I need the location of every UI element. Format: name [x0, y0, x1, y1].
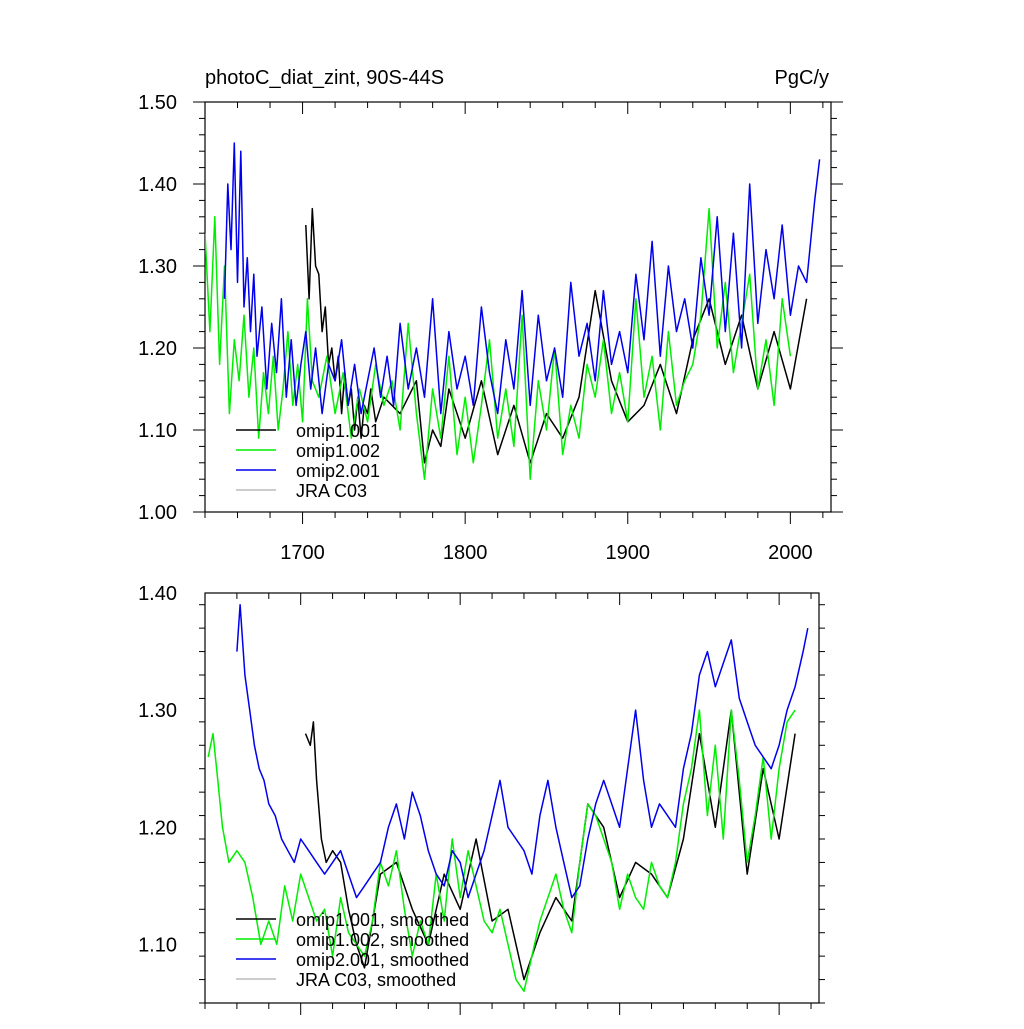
- top-panel: 1700 1800 1900 2000 1.00 1.10 1.20 1.30 1.40 1.50…: [138, 92, 843, 564]
- legend-label: omip1.002: [296, 441, 380, 461]
- plot-frame: [204, 592, 820, 1004]
- y-tick-label: 1.10: [138, 934, 177, 956]
- legend-label: omip1.001: [296, 421, 380, 441]
- x-tick-label: 1800: [443, 542, 488, 564]
- series-line-omip1-001: [305, 207, 808, 464]
- y-tick-label: 1.30: [138, 700, 177, 722]
- bottom-panel: 1.10 1.20 1.30 1.40 omip1.001, smoothedomip1…: [138, 583, 825, 1015]
- legend-label: omip1.002, smoothed: [296, 930, 469, 950]
- series-line-omip1-002-smoothed: [207, 709, 796, 993]
- y-tick-label: 1.00: [138, 502, 177, 524]
- y-tick-label: 1.10: [138, 420, 177, 442]
- y-tick-label: 1.40: [138, 174, 177, 196]
- x-tick-label: 2000: [768, 542, 813, 564]
- legend-label: omip2.001, smoothed: [296, 950, 469, 970]
- series-line-omip2-001: [223, 142, 821, 415]
- chart-units: PgC/y: [775, 67, 829, 89]
- y-tick-label: 1.40: [138, 583, 177, 605]
- y-tick-label: 1.20: [138, 338, 177, 360]
- y-tick-label: 1.20: [138, 817, 177, 839]
- series-line-omip1-002: [205, 207, 792, 480]
- y-tick-label: 1.50: [138, 92, 177, 114]
- series-group: [207, 603, 809, 993]
- series-line-omip2-001-smoothed: [236, 603, 809, 899]
- x-tick-label: 1700: [280, 542, 325, 564]
- chart-title: photoC_diat_zint, 90S-44S: [205, 67, 444, 89]
- series-group: [205, 142, 821, 480]
- series-line-omip1-001-smoothed: [304, 709, 796, 981]
- plot-frame: [204, 101, 832, 513]
- legend-label: JRA C03: [296, 481, 367, 501]
- legend-label: JRA C03, smoothed: [296, 970, 456, 990]
- y-tick-label: 1.30: [138, 256, 177, 278]
- x-tick-label: 1900: [606, 542, 651, 564]
- legend-label: omip1.001, smoothed: [296, 910, 469, 930]
- legend-label: omip2.001: [296, 461, 380, 481]
